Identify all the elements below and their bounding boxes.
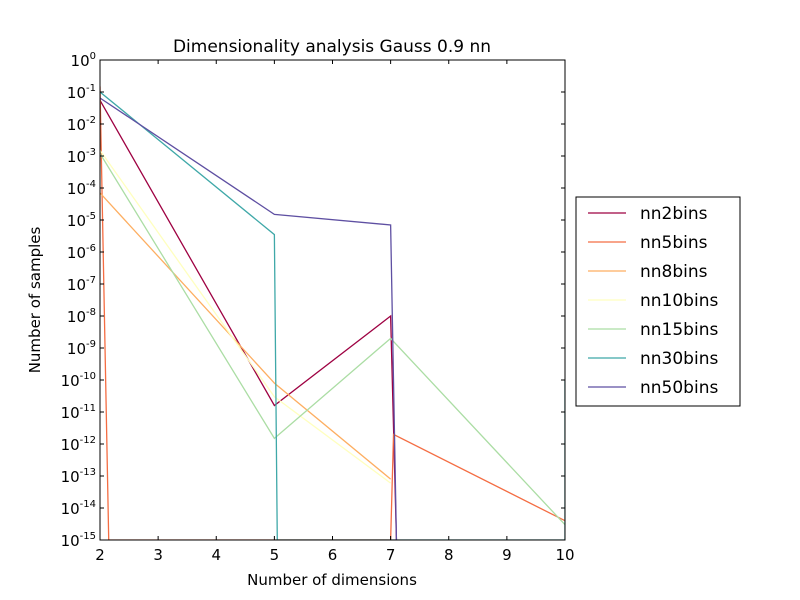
y-tick-label: 10-3 <box>67 147 96 166</box>
x-tick-label: 5 <box>270 546 280 564</box>
plot-area: 2 3 4 5 6 7 8 9 10 100 10-1 10-2 10-3 10-4 10-5 10-6 10-… <box>61 51 575 564</box>
y-tick-label: 10-10 <box>61 371 96 390</box>
x-tick-label: 10 <box>555 546 574 564</box>
legend-frame <box>575 196 741 407</box>
x-tick-label: 7 <box>386 546 396 564</box>
legend-label-nn15bins: nn15bins <box>640 320 718 340</box>
y-tick-label: 10-4 <box>67 179 96 198</box>
series-line-nn8bins <box>100 192 392 480</box>
legend-label-nn2bins: nn2bins <box>640 204 708 224</box>
y-tick-label: 10-13 <box>61 467 96 486</box>
y-tick-label: 10-5 <box>67 211 96 230</box>
y-tick-label: 10-12 <box>61 435 96 454</box>
chart-title: Dimensionality analysis Gauss 0.9 nn <box>173 37 491 57</box>
x-tick-label: 9 <box>502 546 512 564</box>
y-tick-label: 10-9 <box>67 339 96 358</box>
series-line-nn15bins <box>100 153 565 526</box>
y-tick-label: 10-7 <box>67 275 96 294</box>
x-tick-label: 8 <box>444 546 454 564</box>
y-tick-label: 10-11 <box>61 403 96 422</box>
y-tick-label: 10-6 <box>67 243 96 262</box>
series-line-nn10bins <box>100 149 392 484</box>
x-tick-label: 3 <box>153 546 163 564</box>
legend-label-nn50bins: nn50bins <box>640 378 718 398</box>
ticks-group: 2 3 4 5 6 7 8 9 10 100 10-1 10-2 10-3 10-4 10-5 10-6 10-… <box>61 51 575 564</box>
x-tick-label: 6 <box>328 546 338 564</box>
y-tick-label: 10-15 <box>61 531 96 550</box>
y-tick-label: 10-2 <box>67 115 96 134</box>
legend: nn2bins nn5bins nn8bins nn10bins nn15bins nn3… <box>575 196 741 407</box>
series-line-nn5bins <box>100 86 565 540</box>
series-line-nn50bins <box>100 97 398 540</box>
series-line-nn2bins <box>100 99 398 540</box>
legend-label-nn5bins: nn5bins <box>640 233 708 253</box>
series-group <box>100 86 565 540</box>
series-line-nn30bins <box>100 91 565 540</box>
y-axis-label: Number of samples <box>26 227 44 374</box>
y-tick-label: 10-8 <box>67 307 96 326</box>
legend-label-nn10bins: nn10bins <box>640 291 718 311</box>
y-tick-label: 10-14 <box>61 499 96 518</box>
y-tick-label: 100 <box>71 51 96 70</box>
x-tick-label: 4 <box>211 546 221 564</box>
y-tick-label: 10-1 <box>67 83 96 102</box>
x-axis-label: Number of dimensions <box>247 571 417 589</box>
legend-label-nn8bins: nn8bins <box>640 262 708 282</box>
legend-label-nn30bins: nn30bins <box>640 349 718 369</box>
x-tick-label: 2 <box>95 546 105 564</box>
